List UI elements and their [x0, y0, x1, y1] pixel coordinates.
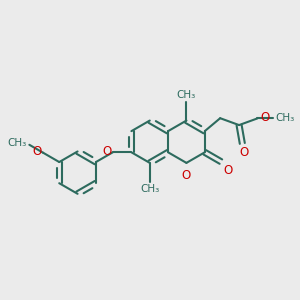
Text: CH₃: CH₃: [8, 138, 27, 148]
Text: O: O: [32, 145, 41, 158]
Text: O: O: [102, 145, 111, 158]
Text: CH₃: CH₃: [140, 184, 159, 194]
Text: CH₃: CH₃: [177, 90, 196, 100]
Text: O: O: [260, 111, 269, 124]
Text: O: O: [182, 169, 191, 182]
Text: CH₃: CH₃: [275, 113, 294, 123]
Text: O: O: [224, 164, 233, 177]
Text: O: O: [239, 146, 248, 159]
